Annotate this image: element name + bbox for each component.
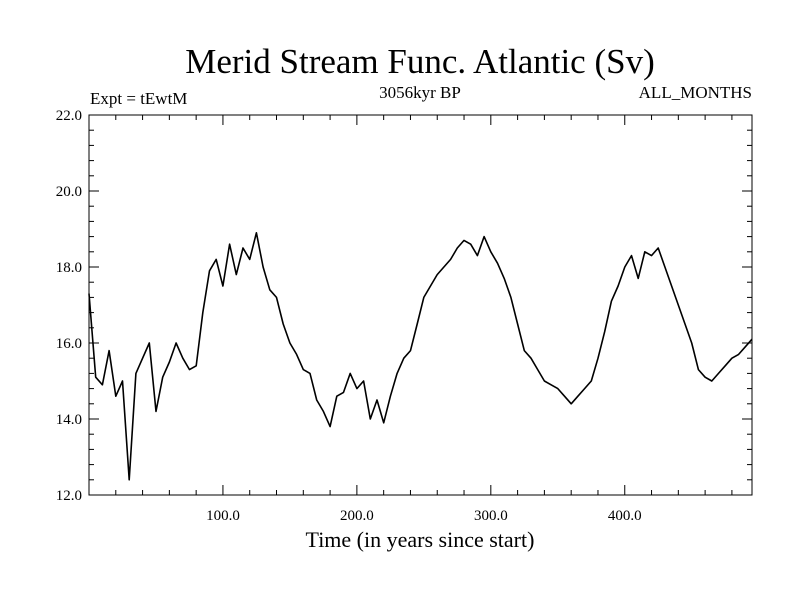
y-tick-label: 22.0 xyxy=(56,108,82,124)
y-tick-label: 20.0 xyxy=(56,184,82,200)
y-tick-label: 12.0 xyxy=(56,488,82,504)
x-tick-label: 400.0 xyxy=(608,508,642,524)
experiment-label: Expt = tEwtM xyxy=(90,89,187,108)
x-tick-label: 200.0 xyxy=(340,508,374,524)
chart-subtitle: 3056kyr BP xyxy=(379,83,461,102)
x-tick-label: 100.0 xyxy=(206,508,240,524)
y-tick-label: 18.0 xyxy=(56,260,82,276)
y-tick-label: 14.0 xyxy=(56,412,82,428)
x-axis-ticks: 100.0 200.0 300.0 400.0 xyxy=(115,115,733,524)
x-axis-label: Time (in years since start) xyxy=(306,527,535,552)
chart-title: Merid Stream Func. Atlantic (Sv) xyxy=(185,42,655,81)
y-tick-label: 16.0 xyxy=(56,336,82,352)
months-label: ALL_MONTHS xyxy=(639,83,752,102)
y-axis-ticks: 12.0 14.0 16.0 18.0 20.0 22.0 xyxy=(56,108,752,504)
plot-frame xyxy=(88,114,753,496)
series-group xyxy=(88,232,753,481)
series-line xyxy=(88,232,753,481)
x-tick-label: 300.0 xyxy=(474,508,508,524)
